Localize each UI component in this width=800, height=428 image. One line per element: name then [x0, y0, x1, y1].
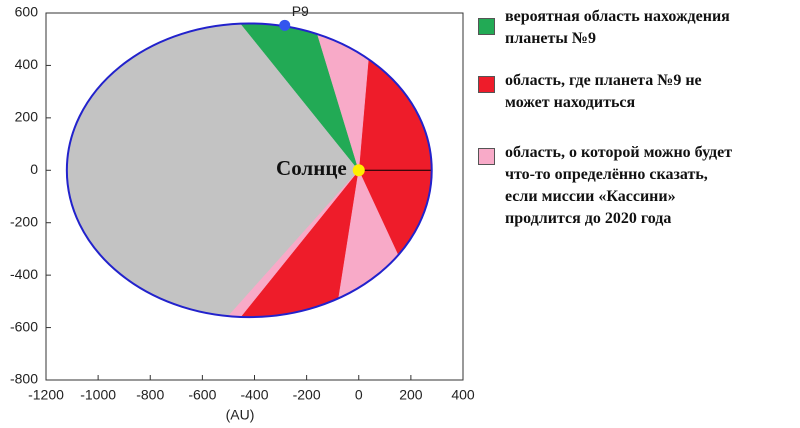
x-tick-label: -200 — [293, 387, 321, 403]
x-tick-label: 400 — [451, 387, 475, 403]
y-tick-label: -200 — [10, 213, 38, 229]
y-tick-label: 200 — [15, 109, 39, 125]
x-tick-label: -600 — [188, 387, 216, 403]
x-tick-label: -800 — [136, 387, 164, 403]
y-tick-label: 400 — [15, 56, 39, 72]
x-tick-label: 200 — [399, 387, 423, 403]
x-tick-label: -1000 — [80, 387, 116, 403]
y-tick-label: 0 — [30, 161, 38, 177]
y-tick-label: -800 — [10, 371, 38, 387]
x-tick-label: 0 — [355, 387, 363, 403]
orbit — [65, 22, 433, 319]
x-axis-label: (AU) — [226, 407, 255, 423]
planet-label: P9 — [292, 3, 309, 19]
legend-entry: область, о которой можно будет что-то оп… — [505, 144, 733, 227]
legend-swatch — [478, 18, 495, 35]
sun-label: Солнце — [276, 156, 347, 180]
y-tick-label: -400 — [10, 266, 38, 282]
legend-entry: область, где планета №9 не может находит… — [505, 72, 702, 111]
x-tick-label: -400 — [240, 387, 268, 403]
x-tick-label: -1200 — [28, 387, 64, 403]
legend-swatch — [478, 148, 495, 165]
y-tick-label: 600 — [15, 4, 39, 20]
planet — [279, 19, 291, 31]
legend-swatch — [478, 76, 495, 93]
legend-entry: вероятная область нахождения планеты №9 — [505, 8, 730, 47]
sun — [352, 164, 365, 177]
y-tick-label: -600 — [10, 318, 38, 334]
